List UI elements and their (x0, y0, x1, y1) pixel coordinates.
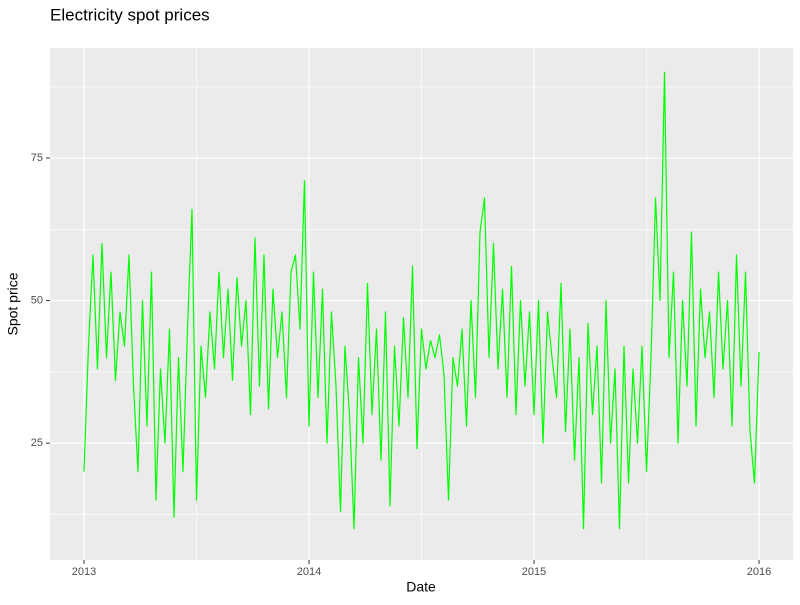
chart-title: Electricity spot prices (50, 5, 210, 24)
y-axis-label: Spot price (5, 272, 21, 335)
x-axis-label: Date (406, 579, 436, 595)
price-line (83, 71, 760, 530)
x-tick-label: 2014 (297, 566, 321, 578)
x-tick-label: 2015 (522, 566, 546, 578)
x-tick-label: 2013 (72, 566, 96, 578)
y-tick-label: 25 (31, 437, 43, 449)
y-tick-label: 50 (31, 294, 43, 306)
x-tick-label: 2016 (747, 566, 771, 578)
y-tick-label: 75 (31, 152, 43, 164)
